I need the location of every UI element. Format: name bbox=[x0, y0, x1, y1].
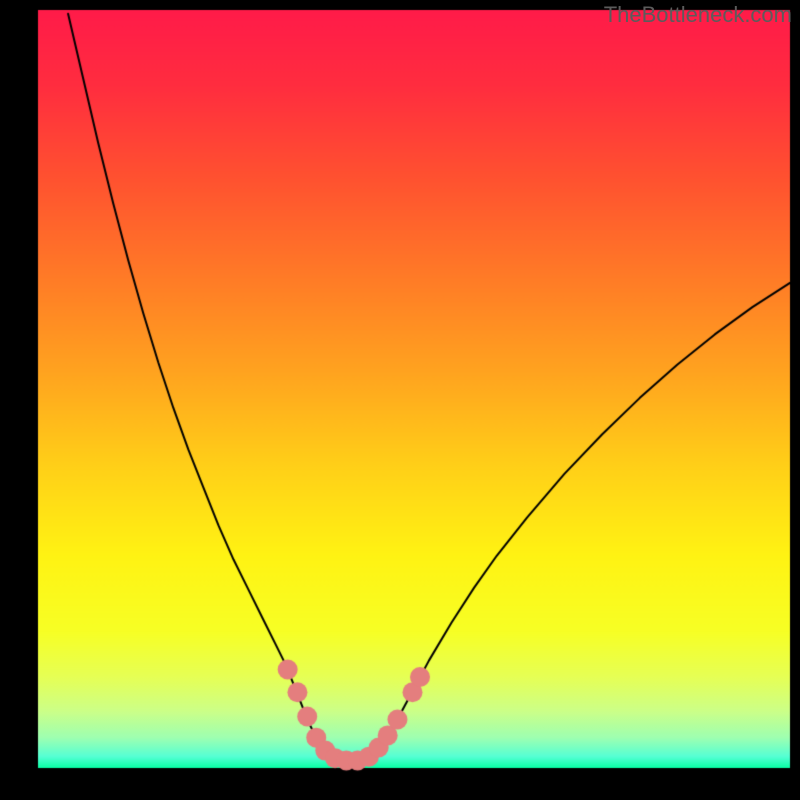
watermark-text: TheBottleneck.com bbox=[604, 2, 792, 28]
chart-container: TheBottleneck.com bbox=[0, 0, 800, 800]
bottleneck-curve-chart bbox=[0, 0, 800, 800]
